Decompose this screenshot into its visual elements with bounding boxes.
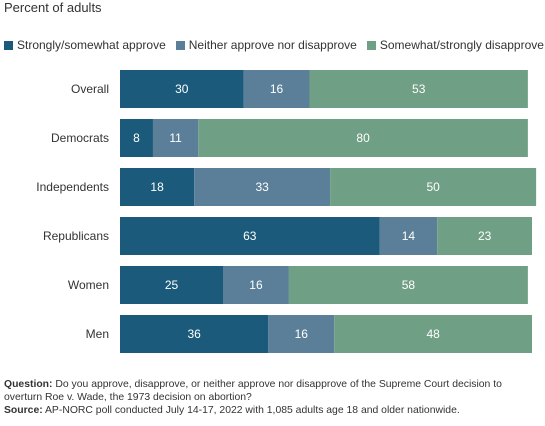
bar-republicans-neither <box>379 217 438 255</box>
bar-women-disapprove <box>288 266 528 304</box>
category-label-overall: Overall <box>71 82 109 96</box>
legend-swatch-approve <box>4 40 13 50</box>
bar-democrats-disapprove <box>198 119 528 157</box>
bar-value-label-independents-disapprove: 50 <box>426 180 440 194</box>
bar-republicans-approve <box>120 217 380 255</box>
bar-value-label-independents-neither: 33 <box>255 180 269 194</box>
bar-value-label-democrats-approve: 8 <box>133 131 140 145</box>
bar-value-label-men-approve: 36 <box>187 327 201 341</box>
bar-overall-approve <box>120 70 244 108</box>
bar-overall-neither <box>243 70 310 108</box>
legend-label-neither: Neither approve nor disapprove <box>188 38 357 52</box>
bar-value-label-democrats-neither: 11 <box>169 131 182 145</box>
bar-women-approve <box>120 266 223 304</box>
bar-independents-neither <box>194 168 331 206</box>
bar-value-label-independents-approve: 18 <box>150 180 164 194</box>
bar-value-label-overall-neither: 16 <box>270 82 284 96</box>
category-label-women: Women <box>68 278 109 292</box>
bar-independents-approve <box>120 168 195 206</box>
bar-men-approve <box>120 315 269 353</box>
category-label-men: Men <box>86 327 109 341</box>
question-text: Do you approve, disapprove, or neither a… <box>4 379 502 403</box>
bar-value-label-women-disapprove: 58 <box>402 278 416 292</box>
bar-men-disapprove <box>334 315 532 353</box>
bar-value-label-men-neither: 16 <box>295 327 309 341</box>
bar-democrats-approve <box>120 119 153 157</box>
stacked-bar-chart: Overall 30 16 53 Democrats 8 11 80 Independents 1… <box>36 70 537 353</box>
bar-value-label-overall-approve: 30 <box>175 82 189 96</box>
legend-label-approve: Strongly/somewhat approve <box>17 38 166 52</box>
bar-value-label-republicans-neither: 14 <box>402 229 416 243</box>
bar-independents-disapprove <box>330 168 537 206</box>
source-note: Source: AP-NORC poll conducted July 14-1… <box>4 404 542 417</box>
bar-value-label-men-disapprove: 48 <box>426 327 440 341</box>
legend-swatch-neither <box>175 40 185 50</box>
legend-item-approve: Strongly/somewhat approve <box>4 38 166 52</box>
category-label-democrats: Democrats <box>51 131 109 145</box>
legend-item-disapprove: Somewhat/strongly disapprove <box>366 38 544 52</box>
question-note: Question: Do you approve, disapprove, or… <box>4 378 542 404</box>
bar-value-label-democrats-disapprove: 80 <box>356 131 370 145</box>
chart-subtitle: Percent of adults <box>4 0 102 15</box>
bar-overall-disapprove <box>309 70 528 108</box>
category-label-independents: Independents <box>36 180 109 194</box>
legend-item-neither: Neither approve nor disapprove <box>175 38 357 52</box>
bar-value-label-women-approve: 25 <box>165 278 179 292</box>
source-label: Source: <box>4 405 43 416</box>
bar-value-label-republicans-approve: 63 <box>243 229 257 243</box>
footnote: Question: Do you approve, disapprove, or… <box>4 378 542 417</box>
bar-value-label-women-neither: 16 <box>249 278 263 292</box>
bar-value-label-overall-disapprove: 53 <box>412 82 426 96</box>
legend-label-disapprove: Somewhat/strongly disapprove <box>379 38 544 52</box>
question-label: Question: <box>4 379 53 390</box>
bar-republicans-disapprove <box>437 217 532 255</box>
category-label-republicans: Republicans <box>43 229 109 243</box>
legend: Strongly/somewhat approve Neither approv… <box>4 38 545 52</box>
bar-value-label-republicans-disapprove: 23 <box>478 229 492 243</box>
source-text: AP-NORC poll conducted July 14-17, 2022 … <box>42 405 460 416</box>
bar-men-neither <box>268 315 335 353</box>
bar-democrats-neither <box>152 119 199 157</box>
bar-women-neither <box>223 266 289 304</box>
legend-swatch-disapprove <box>366 40 376 50</box>
